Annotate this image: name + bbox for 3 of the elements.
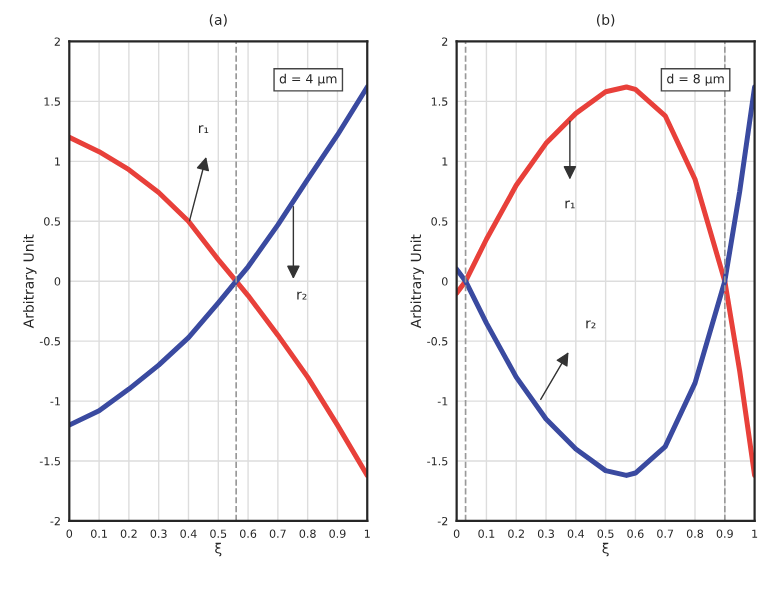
line-series (69, 134, 368, 478)
line-series (69, 84, 368, 428)
line-series (456, 84, 755, 478)
